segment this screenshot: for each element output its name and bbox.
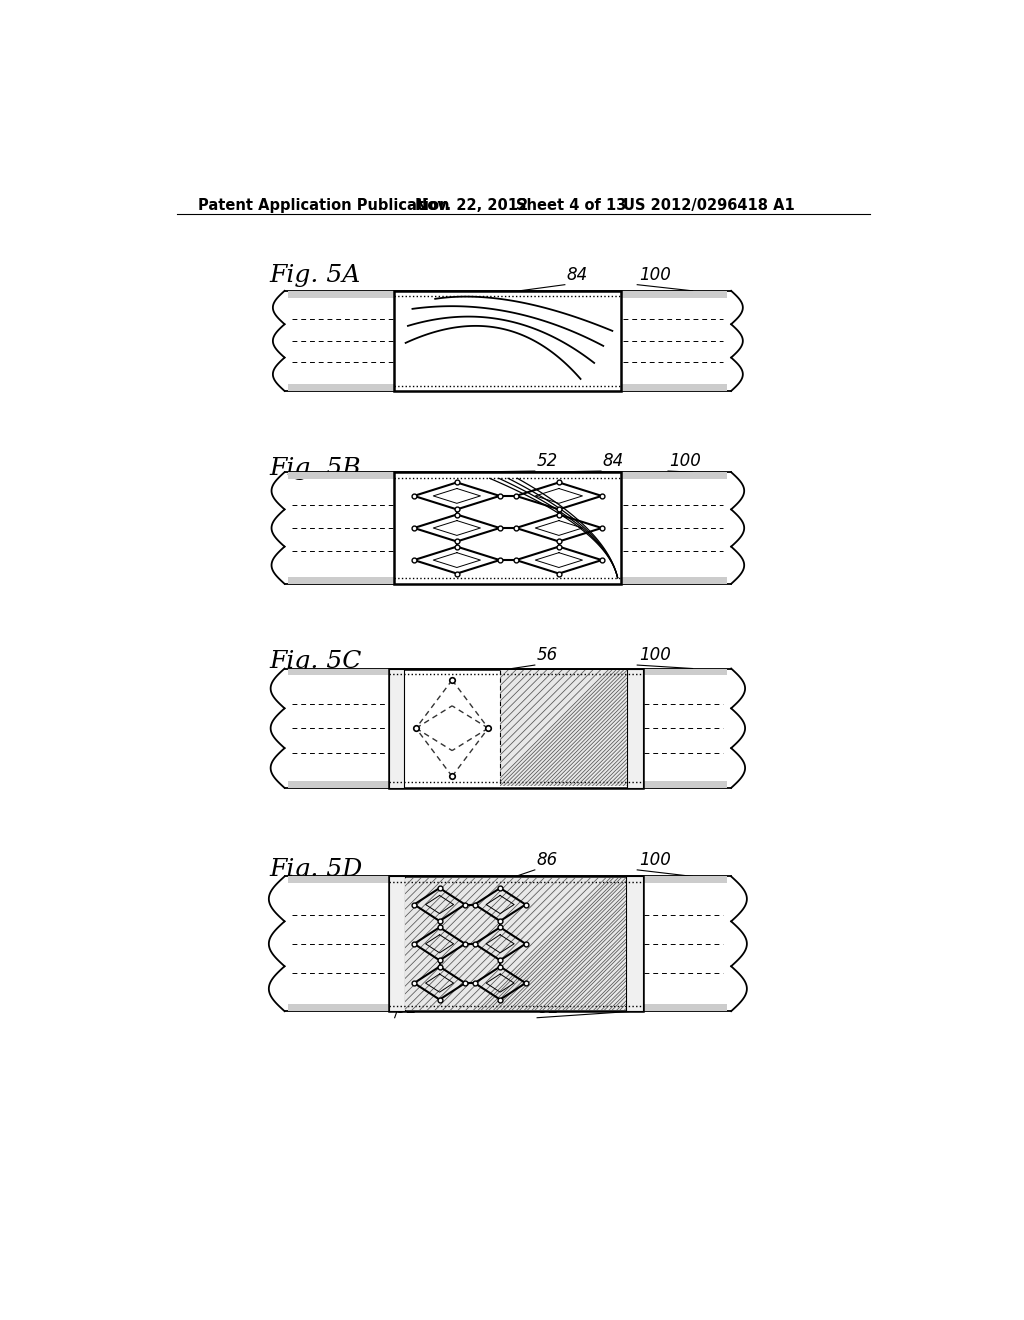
- Bar: [388, 876, 643, 1011]
- Bar: [289, 876, 727, 883]
- Text: Sheet 4 of 13: Sheet 4 of 13: [515, 198, 626, 214]
- Text: 56: 56: [537, 647, 558, 664]
- Bar: [394, 473, 622, 583]
- Text: 52: 52: [537, 453, 558, 470]
- Text: 90: 90: [396, 764, 418, 781]
- Text: 90: 90: [523, 764, 545, 781]
- Bar: [285, 473, 731, 583]
- Text: 100: 100: [670, 453, 701, 470]
- Bar: [285, 876, 731, 1011]
- Bar: [388, 668, 403, 788]
- Bar: [388, 876, 406, 1011]
- Text: 92: 92: [396, 999, 418, 1016]
- Text: Nov. 22, 2012: Nov. 22, 2012: [416, 198, 528, 214]
- Bar: [501, 671, 628, 787]
- Text: Patent Application Publication: Patent Application Publication: [199, 198, 450, 214]
- Bar: [289, 1005, 727, 1011]
- Text: Fig. 5C: Fig. 5C: [269, 649, 361, 673]
- Bar: [289, 668, 727, 676]
- Bar: [628, 668, 643, 788]
- Text: 100: 100: [639, 265, 671, 284]
- Bar: [394, 290, 622, 391]
- Bar: [289, 384, 727, 391]
- Bar: [289, 577, 727, 583]
- Text: 100: 100: [639, 851, 671, 869]
- Text: Fig. 5B: Fig. 5B: [269, 457, 360, 480]
- Bar: [289, 290, 727, 298]
- Bar: [388, 668, 643, 788]
- Text: 92: 92: [539, 999, 560, 1016]
- Text: 86: 86: [537, 851, 558, 869]
- Text: 84: 84: [602, 453, 624, 470]
- Bar: [289, 473, 727, 479]
- Text: 84: 84: [566, 265, 588, 284]
- Bar: [285, 290, 731, 391]
- Text: Fig. 5D: Fig. 5D: [269, 858, 362, 880]
- Bar: [406, 878, 626, 1010]
- Text: Fig. 5A: Fig. 5A: [269, 264, 360, 286]
- Bar: [626, 876, 643, 1011]
- Bar: [289, 781, 727, 788]
- Bar: [285, 668, 731, 788]
- Text: 100: 100: [639, 647, 671, 664]
- Text: US 2012/0296418 A1: US 2012/0296418 A1: [624, 198, 795, 214]
